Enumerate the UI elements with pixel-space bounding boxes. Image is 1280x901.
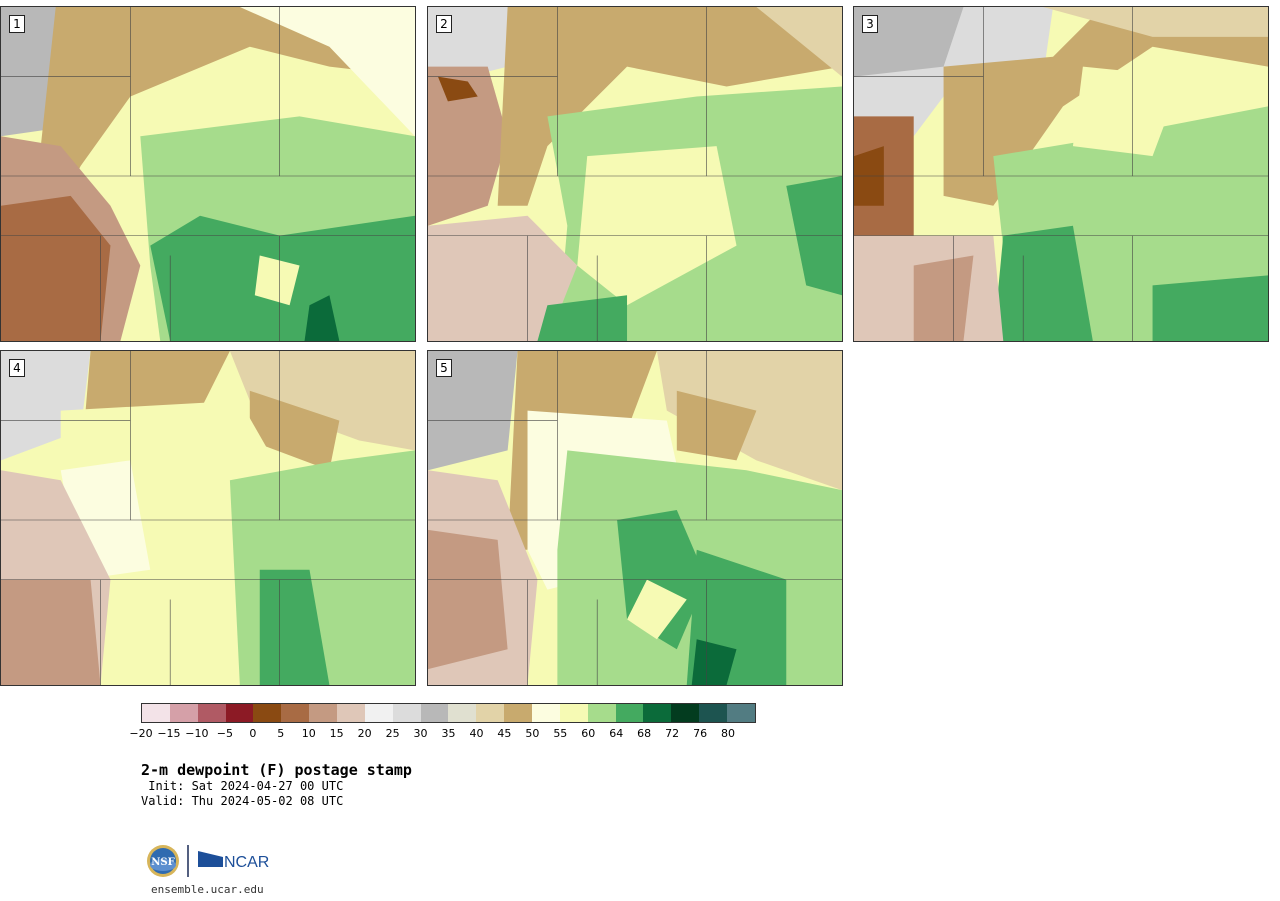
dewpoint-region	[993, 225, 1093, 341]
dewpoint-region	[259, 569, 330, 685]
dewpoint-region	[497, 7, 842, 206]
colorbar-segment	[142, 704, 170, 722]
dewpoint-region	[40, 7, 415, 206]
dewpoint-region	[854, 7, 964, 77]
valid-time: Valid: Thu 2024-05-02 08 UTC	[141, 794, 344, 808]
colorbar-segment	[532, 704, 560, 722]
init-time: Init: Sat 2024-04-27 00 UTC	[141, 779, 344, 793]
panel-number: 4	[9, 359, 25, 377]
colorbar-tick-label: 50	[525, 727, 540, 740]
dewpoint-region	[428, 66, 508, 226]
colorbar-segment	[309, 704, 338, 722]
dewpoint-region	[1, 579, 101, 685]
colorbar-tick-label: 64	[609, 727, 624, 740]
colorbar-tick-label: 72	[665, 727, 680, 740]
colorbar-tick-label: 10	[301, 727, 316, 740]
colorbar-tick-label: 55	[553, 727, 568, 740]
colorbar	[141, 703, 756, 723]
dewpoint-region	[691, 639, 737, 685]
colorbar-segment	[253, 704, 282, 722]
colorbar-tick-label: 80	[721, 727, 736, 740]
dewpoint-region	[913, 255, 974, 341]
ncar-text: NCAR	[224, 854, 269, 871]
logo-area: NSF NCAR	[145, 843, 275, 879]
colorbar-segment	[392, 704, 421, 722]
dewpoint-region	[437, 76, 478, 102]
colorbar-segment	[420, 704, 449, 722]
panel-number: 5	[436, 359, 452, 377]
nsf-text: NSF	[151, 857, 174, 868]
colorbar-segment	[727, 704, 755, 722]
plot-title: 2-m dewpoint (F) postage stamp	[141, 761, 412, 779]
nsf-ncar-logo: NSF NCAR	[147, 845, 269, 877]
dewpoint-region	[1152, 275, 1268, 341]
colorbar-tick-label: 30	[413, 727, 428, 740]
colorbar-tick-label: 0	[249, 727, 257, 740]
footer-url: ensemble.ucar.edu	[151, 883, 264, 896]
colorbar-segment	[197, 704, 226, 722]
map-panel-2: 2	[427, 6, 843, 342]
colorbar-tick-label: −15	[157, 727, 181, 740]
colorbar-tick-label: −10	[185, 727, 209, 740]
colorbar-segment	[615, 704, 644, 722]
colorbar-tick-label: 40	[469, 727, 484, 740]
colorbar-segment	[643, 704, 672, 722]
dewpoint-region	[239, 7, 415, 137]
colorbar-tick-label: 60	[581, 727, 596, 740]
map-panel-4: 4	[0, 350, 416, 686]
colorbar-tick-label: −20	[129, 727, 153, 740]
dewpoint-region	[627, 579, 687, 640]
colorbar-tick-label: 5	[277, 727, 285, 740]
map-panel-1: 1	[0, 6, 416, 342]
colorbar-tick-label: 68	[637, 727, 652, 740]
dewpoint-region	[428, 215, 578, 341]
colorbar-segment	[587, 704, 616, 722]
dewpoint-map-4	[1, 351, 415, 685]
colorbar-segment	[225, 704, 254, 722]
dewpoint-region	[676, 390, 757, 461]
colorbar-tick-label: −5	[216, 727, 233, 740]
colorbar-ticks: −20 −15 −10 −5 0 5 10 15 20 25 30 35 40 45 50 55 60 64 68 7…	[129, 727, 756, 743]
dewpoint-map-1	[1, 7, 415, 341]
colorbar-tick-label: 25	[385, 727, 400, 740]
dewpoint-region	[304, 295, 340, 341]
colorbar-tick-label: 15	[329, 727, 344, 740]
map-panel-3: 3	[853, 6, 1269, 342]
dewpoint-region	[428, 351, 518, 471]
colorbar-segment	[559, 704, 588, 722]
colorbar-segment	[364, 704, 393, 722]
colorbar-tick-label: 76	[693, 727, 708, 740]
dewpoint-region	[254, 255, 300, 306]
map-panel-5: 5	[427, 350, 843, 686]
colorbar-segment	[476, 704, 505, 722]
panel-number: 3	[862, 15, 878, 33]
colorbar-segment	[699, 704, 728, 722]
dewpoint-region	[428, 529, 508, 670]
dewpoint-region	[229, 351, 415, 451]
dewpoint-map-2	[428, 7, 842, 341]
colorbar-segment	[504, 704, 533, 722]
colorbar-segment	[169, 704, 198, 722]
dewpoint-region	[1043, 7, 1268, 37]
colorbar-tick-label: 45	[497, 727, 512, 740]
dewpoint-map-5	[428, 351, 842, 685]
panel-number: 2	[436, 15, 452, 33]
dewpoint-map-3	[854, 7, 1268, 341]
colorbar-segment	[448, 704, 477, 722]
dewpoint-region	[1, 195, 111, 341]
dewpoint-region	[577, 146, 737, 306]
colorbar-segment	[337, 704, 365, 722]
colorbar-tick-label: 35	[441, 727, 456, 740]
colorbar-segment	[671, 704, 700, 722]
colorbar-tick-label: 20	[357, 727, 372, 740]
state-border	[983, 7, 1133, 177]
colorbar-segment	[281, 704, 310, 722]
panel-number: 1	[9, 15, 25, 33]
dewpoint-region	[507, 351, 657, 550]
dewpoint-region	[249, 390, 340, 471]
dewpoint-region	[537, 295, 628, 341]
dewpoint-region	[1072, 66, 1183, 157]
